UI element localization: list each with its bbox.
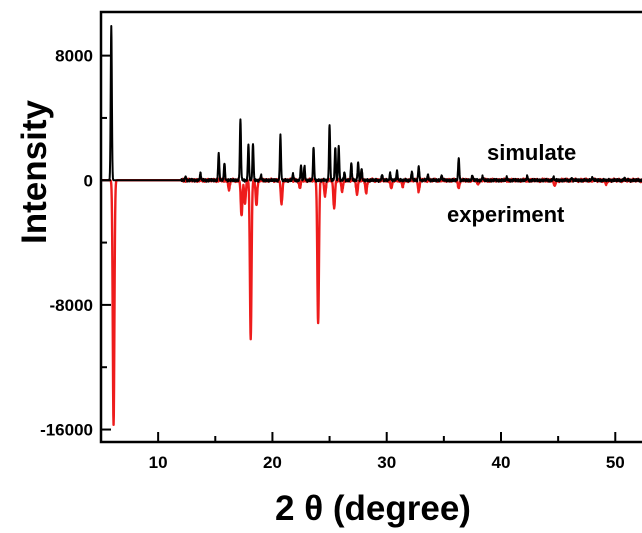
series-layer [100,25,642,427]
series-line-simulate [100,25,642,183]
x-tick-label: 30 [377,453,396,472]
plot-frame [99,10,642,444]
annotation-experiment: experiment [447,202,565,227]
x-tick-label: 40 [492,453,511,472]
x-axis-title: 2 θ (degree) [275,489,471,528]
y-axis: 8000 0 -8000 -16000 [40,47,111,440]
y-tick-label: 0 [84,171,93,190]
x-tick-label: 20 [263,453,282,472]
y-tick-label: -16000 [40,421,93,440]
y-tick-label: 8000 [55,47,93,66]
x-tick-label: 10 [149,453,168,472]
x-tick-label: 50 [606,453,625,472]
y-tick-label: -8000 [50,296,93,315]
annotation-simulate: simulate [487,140,576,165]
x-axis: 10 20 30 40 50 [100,432,625,472]
y-axis-title: Intensity [15,100,54,244]
